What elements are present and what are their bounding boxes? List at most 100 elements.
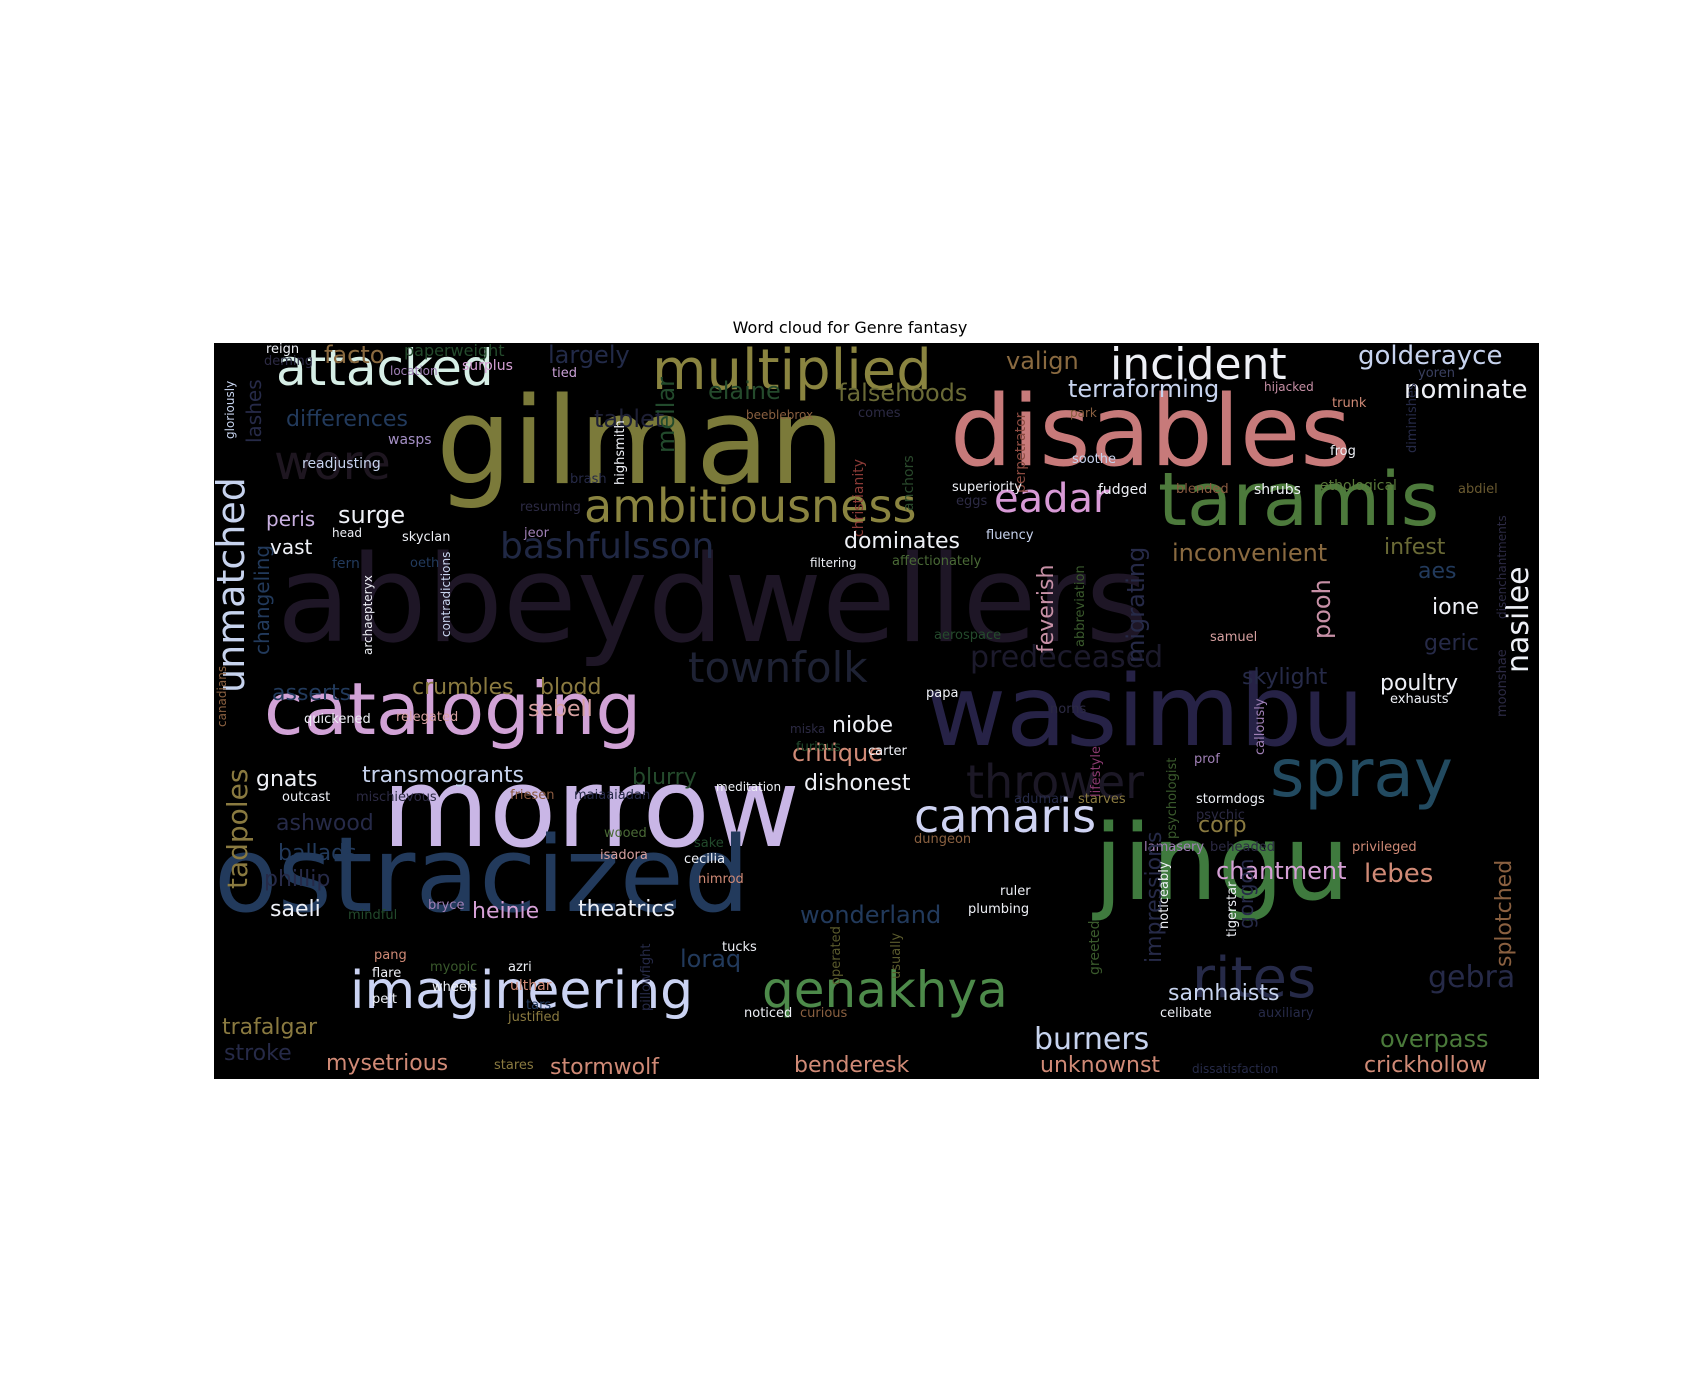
word-skylight: skylight bbox=[1242, 665, 1328, 690]
word-migrating: migrating bbox=[1122, 546, 1150, 663]
word-gloriously: gloriously bbox=[223, 380, 237, 439]
word-theatrics: theatrics bbox=[578, 897, 675, 922]
word-deming: deming bbox=[264, 354, 314, 369]
word-mindful: mindful bbox=[348, 908, 398, 923]
word-crickhollow: crickhollow bbox=[1364, 1053, 1488, 1078]
word-friesen: friesen bbox=[510, 788, 555, 803]
word-stroke: stroke bbox=[224, 1041, 292, 1066]
word-valign: valign bbox=[1006, 347, 1079, 375]
word-blurry: blurry bbox=[632, 765, 697, 790]
word-townfolk: townfolk bbox=[688, 643, 868, 692]
word-miska: miska bbox=[790, 722, 826, 736]
word-changeling: changeling bbox=[250, 544, 274, 655]
word-stormwolf: stormwolf bbox=[550, 1055, 659, 1079]
word-morrow: morrow bbox=[382, 744, 800, 872]
word-taramis: taramis bbox=[1158, 457, 1440, 543]
word-feverish: feverish bbox=[1034, 564, 1059, 653]
word-noticed: noticed bbox=[744, 1006, 793, 1021]
word-loraq: loraq bbox=[680, 945, 742, 973]
word-sebell: sebell bbox=[528, 697, 593, 722]
word-fluency: fluency bbox=[986, 528, 1034, 543]
word-justified: justified bbox=[508, 1010, 560, 1025]
word-usually: usually bbox=[889, 932, 904, 979]
word-pang: pang bbox=[374, 948, 407, 963]
word-wore: wore bbox=[274, 435, 391, 491]
word-anchors: anchors bbox=[901, 455, 917, 511]
word-starves: starves bbox=[1078, 792, 1126, 807]
word-samuel: samuel bbox=[1210, 630, 1258, 645]
word-eggs: eggs bbox=[956, 494, 988, 509]
word-unmatched: unmatched bbox=[214, 477, 253, 693]
word-beheaded: beheaded bbox=[1210, 840, 1275, 855]
word-burners: burners bbox=[1034, 1022, 1150, 1057]
word-flare: flare bbox=[372, 966, 402, 981]
word-inconvenient: inconvenient bbox=[1172, 539, 1328, 567]
word-vast: vast bbox=[270, 535, 313, 559]
word-fern: fern bbox=[332, 556, 360, 572]
word-gebra: gebra bbox=[1428, 960, 1516, 995]
word-wheels: wheels bbox=[432, 980, 478, 995]
word-comes: comes bbox=[858, 406, 901, 421]
word-stormdogs: stormdogs bbox=[1196, 792, 1265, 807]
word-ethological: ethological bbox=[1320, 478, 1397, 494]
word-maiaaiadan: maiaaiadan bbox=[574, 788, 651, 803]
word-differences: differences bbox=[286, 407, 408, 432]
word-attacked: attacked bbox=[276, 343, 494, 397]
word-surplus: surplus bbox=[462, 358, 513, 374]
word-abbreviation: abbreviation bbox=[1073, 565, 1088, 647]
word-pooh: pooh bbox=[1308, 579, 1336, 639]
word-gilman: gilman bbox=[436, 373, 846, 512]
word-bryce: bryce bbox=[428, 898, 465, 913]
word-tied: tied bbox=[552, 366, 577, 381]
word-bashfulsson: bashfulsson bbox=[500, 526, 715, 567]
word-ruler: ruler bbox=[1000, 884, 1031, 899]
word-nimrod: nimrod bbox=[698, 872, 744, 887]
word-eadar: eadar bbox=[994, 476, 1110, 522]
word-qenakhya: qenakhya bbox=[762, 961, 1008, 1019]
word-noticeably: noticeably bbox=[1157, 861, 1172, 929]
word-disables: disables bbox=[950, 375, 1352, 489]
word-meditation: meditation bbox=[716, 780, 782, 794]
word-greeted: greeted bbox=[1087, 920, 1103, 975]
word-predeceased: predeceased bbox=[970, 640, 1164, 675]
chart-title: Word cloud for Genre fantasy bbox=[732, 318, 968, 337]
word-falsehoods: falsehoods bbox=[838, 379, 968, 407]
word-jingu: jingu bbox=[1094, 802, 1350, 924]
word-golderayce: golderayce bbox=[1358, 343, 1503, 371]
word-adumar: adumar bbox=[1014, 792, 1065, 807]
word-splotched: splotched bbox=[1492, 859, 1517, 967]
word-saeli: saeli bbox=[270, 897, 321, 922]
word-wonderland: wonderland bbox=[800, 901, 942, 929]
word-pelt: pelt bbox=[372, 992, 397, 1007]
word-resuming: resuming bbox=[520, 500, 581, 515]
word-beeblebrox: beeblebrox bbox=[746, 408, 814, 422]
word-location: location bbox=[390, 364, 438, 378]
word-trunk: trunk bbox=[1332, 396, 1367, 411]
word-samhaists: samhaists bbox=[1168, 981, 1280, 1006]
word-highsmith: highsmith bbox=[613, 420, 628, 485]
word-camaris: camaris bbox=[914, 789, 1097, 843]
word-quickened: quickened bbox=[304, 712, 371, 727]
word-rites: rites bbox=[1192, 946, 1317, 1011]
word-trafalgar: trafalgar bbox=[222, 1015, 317, 1040]
word-mysetrious: mysetrious bbox=[326, 1051, 449, 1076]
word-papa: papa bbox=[926, 686, 959, 701]
word-operated: operated bbox=[829, 926, 844, 985]
word-aerospace: aerospace bbox=[934, 628, 1002, 643]
word-furious: furious bbox=[796, 740, 841, 755]
word-affectionately: affectionately bbox=[892, 554, 982, 569]
word-spray: spray bbox=[1270, 735, 1453, 812]
word-elaine: elaine bbox=[708, 377, 781, 405]
word-filtering: filtering bbox=[810, 556, 857, 570]
word-outcast: outcast bbox=[282, 790, 331, 805]
word-blended: blended bbox=[1176, 482, 1229, 497]
word-aes: aes bbox=[1418, 559, 1457, 584]
word-niobe: niobe bbox=[832, 713, 894, 738]
word-isadora: isadora bbox=[600, 848, 648, 863]
word-park: park bbox=[1070, 406, 1097, 420]
word-lamasery: lamasery bbox=[1144, 840, 1205, 855]
word-incident: incident bbox=[1110, 343, 1287, 390]
word-gorgon: gorgon bbox=[1234, 858, 1258, 929]
word-curious: curious bbox=[800, 1006, 848, 1021]
word-christianity: christianity bbox=[851, 458, 867, 537]
